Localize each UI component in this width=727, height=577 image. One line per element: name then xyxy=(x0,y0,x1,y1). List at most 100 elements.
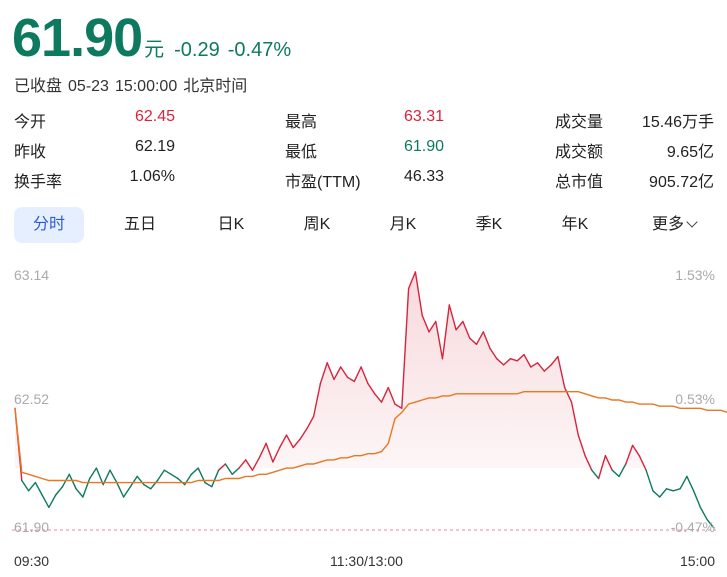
price-line-segment xyxy=(48,494,57,509)
price-line-segment xyxy=(475,331,484,346)
price-line-segment xyxy=(448,304,457,331)
price-line-segment xyxy=(170,473,179,480)
intraday-chart[interactable] xyxy=(0,258,727,553)
price-line-segment xyxy=(516,353,525,362)
stat-value-high: 63.31 xyxy=(403,108,444,125)
price-line-segment xyxy=(665,488,674,492)
price-line-segment xyxy=(530,362,539,368)
price-line-segment xyxy=(455,320,464,331)
stats-grid: 今开 62.45 最高 63.31 成交量 15.46万手 昨收 62.19 最… xyxy=(14,106,714,196)
price-line-segment xyxy=(496,357,505,366)
price-line-segment xyxy=(435,320,444,360)
price-line-segment xyxy=(401,287,410,410)
tab-weekly-k[interactable]: 周K xyxy=(282,207,352,243)
stats-row: 昨收 62.19 最低 61.90 成交额 9.65亿 xyxy=(14,136,714,166)
tab-five-day[interactable]: 五日 xyxy=(105,207,175,243)
price-line-segment xyxy=(353,366,362,383)
chart-period-tabs: 分时 五日 日K 周K 月K 季K 年K 更多 xyxy=(14,207,714,245)
price-line-segment xyxy=(224,463,233,476)
stat-label-turnover-rate: 换手率 xyxy=(14,174,63,191)
price-line-segment xyxy=(679,475,688,490)
price-line-segment xyxy=(374,393,383,403)
price-change-percent: -0.47% xyxy=(227,39,292,61)
price-line-segment xyxy=(591,469,600,480)
price-line-segment xyxy=(312,382,322,418)
price-line-segment xyxy=(387,386,396,405)
price-line-segment xyxy=(231,467,240,476)
stat-value-market-cap: 905.72亿 xyxy=(649,174,714,191)
stat-value-pe-ttm: 46.33 xyxy=(403,168,444,185)
price-line-segment xyxy=(299,428,308,440)
price-line-segment xyxy=(346,376,355,383)
pct-axis-label-bottom: -0.47% xyxy=(670,519,715,535)
price-line-segment xyxy=(394,403,403,410)
stat-label-low: 最低 xyxy=(285,144,318,161)
time-label-open: 09:30 xyxy=(14,553,50,569)
price-line-segment xyxy=(136,475,145,486)
tab-intraday[interactable]: 分时 xyxy=(14,207,84,243)
price-line-segment xyxy=(536,362,545,372)
quote-date: 05-23 xyxy=(68,78,109,95)
price-line-segment xyxy=(204,481,213,488)
stat-label-market-cap: 总市值 xyxy=(555,174,604,191)
stat-label-turnover: 成交额 xyxy=(555,144,604,161)
price-line-segment xyxy=(611,469,620,478)
price-line-segment xyxy=(469,337,478,346)
price-line-segment xyxy=(143,483,152,490)
tab-quarterly-k[interactable]: 季K xyxy=(454,207,524,243)
price-unit: 元 xyxy=(144,39,165,61)
price-line-segment xyxy=(597,454,607,480)
price-line-segment xyxy=(699,506,708,521)
price-line-segment xyxy=(407,271,417,290)
price-line-segment xyxy=(462,320,471,339)
price-line-segment xyxy=(258,442,267,459)
price-line-segment xyxy=(265,442,274,463)
price-line-segment xyxy=(441,304,450,360)
price-line-segment xyxy=(27,481,37,492)
price-line-segment xyxy=(543,364,552,372)
price-line-segment xyxy=(211,469,220,488)
price-line-segment xyxy=(584,454,593,471)
tab-monthly-k[interactable]: 月K xyxy=(368,207,438,243)
price-line-segment xyxy=(75,488,84,498)
stats-row: 今开 62.45 最高 63.31 成交量 15.46万手 xyxy=(14,106,714,136)
y-axis-label-mid: 62.52 xyxy=(14,391,50,407)
price-line-segment xyxy=(550,355,559,366)
tab-more[interactable]: 更多 xyxy=(634,207,714,243)
price-line-segment xyxy=(652,490,661,498)
price-line-segment xyxy=(21,479,30,492)
price-line-segment xyxy=(129,475,138,488)
quote-header: 61.90 元 -0.29 -0.47% xyxy=(12,6,291,70)
stat-value-prev-close: 62.19 xyxy=(134,138,175,155)
price-line-segment xyxy=(326,362,335,381)
price-line-segment xyxy=(41,494,50,509)
price-line-segment xyxy=(156,469,166,482)
price-line-segment xyxy=(122,485,132,498)
price-line-segment xyxy=(177,477,186,486)
price-line-segment xyxy=(686,475,695,492)
tab-yearly-k[interactable]: 年K xyxy=(540,207,610,243)
price-line-segment xyxy=(68,473,77,490)
quote-time: 15:00:00 xyxy=(114,78,178,95)
tab-daily-k[interactable]: 日K xyxy=(196,207,266,243)
price-change: -0.29 xyxy=(174,39,220,61)
stat-value-turnover: 9.65亿 xyxy=(666,144,714,161)
price-line-segment xyxy=(380,386,389,403)
price-line-segment xyxy=(109,469,118,484)
price-area-fill xyxy=(15,272,714,469)
price-line-segment xyxy=(116,481,125,498)
price-line-segment xyxy=(692,490,702,509)
price-line-segment xyxy=(292,438,301,449)
price-line-segment xyxy=(149,479,159,490)
price-line-segment xyxy=(333,366,342,381)
tab-label: 五日 xyxy=(123,216,156,233)
stats-row: 换手率 1.06% 市盈(TTM) 46.33 总市值 905.72亿 xyxy=(14,166,714,196)
price-line-segment xyxy=(55,485,64,496)
stat-label-prev-close: 昨收 xyxy=(14,144,47,161)
price-line-segment xyxy=(217,463,227,471)
price-line-segment xyxy=(557,355,566,389)
price-line-segment xyxy=(645,469,654,492)
price-line-segment xyxy=(428,320,437,333)
price-line-segment xyxy=(659,488,668,498)
price-line-segment xyxy=(564,386,573,403)
